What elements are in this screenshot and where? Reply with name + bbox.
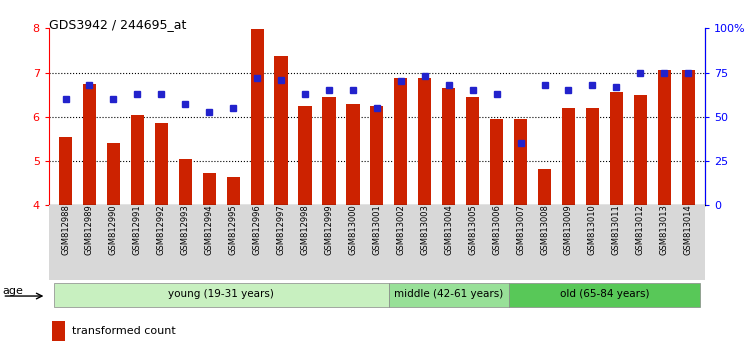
Bar xyxy=(83,84,96,205)
Bar xyxy=(226,177,240,205)
Bar xyxy=(610,92,623,205)
Bar xyxy=(388,283,508,307)
Bar xyxy=(490,119,503,205)
Bar xyxy=(682,70,694,205)
Bar xyxy=(346,104,359,205)
Text: GDS3942 / 244695_at: GDS3942 / 244695_at xyxy=(49,18,186,31)
Bar xyxy=(202,173,216,205)
Bar xyxy=(130,115,144,205)
Bar xyxy=(154,124,168,205)
Bar xyxy=(586,108,599,205)
Bar xyxy=(419,78,431,205)
Text: middle (42-61 years): middle (42-61 years) xyxy=(394,289,503,299)
Bar xyxy=(53,283,388,307)
Bar xyxy=(394,78,407,205)
Bar xyxy=(52,321,65,341)
Bar xyxy=(59,137,72,205)
Bar xyxy=(538,169,551,205)
Bar xyxy=(106,143,120,205)
Bar xyxy=(514,119,527,205)
Bar xyxy=(634,95,647,205)
Text: age: age xyxy=(2,286,23,296)
Bar xyxy=(562,108,575,205)
Bar xyxy=(251,29,264,205)
Bar xyxy=(442,88,455,205)
Bar xyxy=(298,106,311,205)
Text: young (19-31 years): young (19-31 years) xyxy=(168,289,274,299)
Bar xyxy=(658,70,670,205)
Text: old (65-84 years): old (65-84 years) xyxy=(560,289,650,299)
Bar xyxy=(322,97,335,205)
Bar xyxy=(274,56,288,205)
Bar xyxy=(178,159,192,205)
Bar xyxy=(370,106,383,205)
Bar xyxy=(509,283,700,307)
Bar xyxy=(466,97,479,205)
Text: transformed count: transformed count xyxy=(72,326,176,336)
